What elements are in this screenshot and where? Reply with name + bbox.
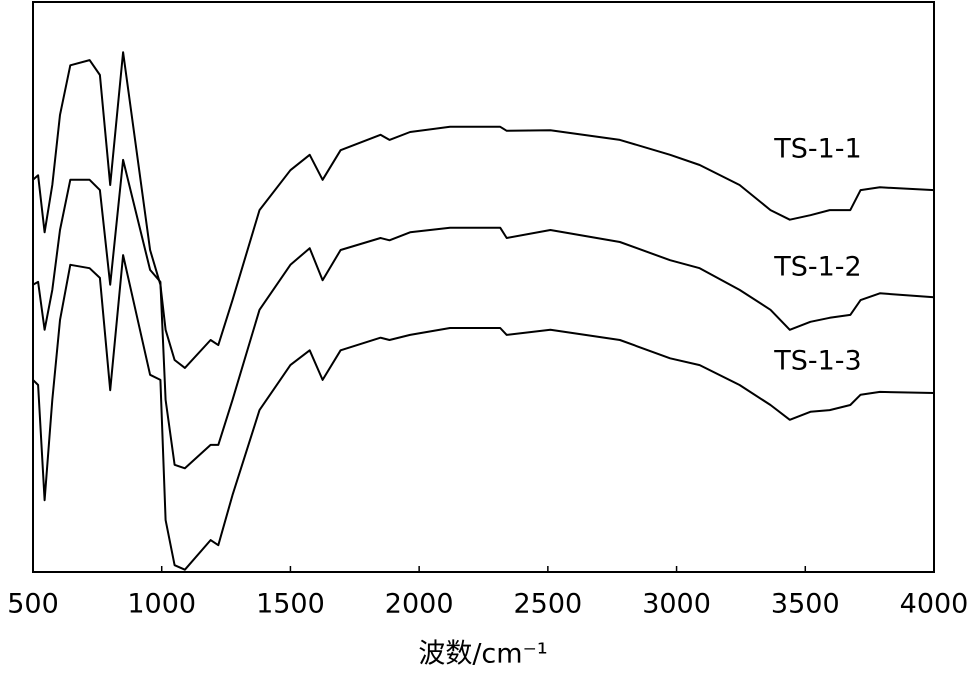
x-tick-label: 2000: [385, 589, 454, 620]
x-axis-label: 波数/cm⁻¹: [418, 639, 547, 670]
x-tick-label: 1000: [127, 589, 196, 620]
x-tick-label: 3500: [771, 589, 840, 620]
x-tick-label: 1500: [256, 589, 325, 620]
spectrum-line: [32, 254, 935, 571]
series-label: TS-1-1: [773, 134, 861, 165]
spectrum-line: [32, 158, 935, 470]
x-tick-label: 4000: [900, 589, 969, 620]
plot-frame: [32, 1, 935, 573]
x-tick-label: 500: [7, 589, 59, 620]
spectrum-line: [32, 51, 935, 369]
series-label: TS-1-3: [773, 346, 861, 377]
x-tick-label: 3000: [642, 589, 711, 620]
x-tick-label: 2500: [513, 589, 582, 620]
series-label: TS-1-2: [773, 252, 861, 283]
